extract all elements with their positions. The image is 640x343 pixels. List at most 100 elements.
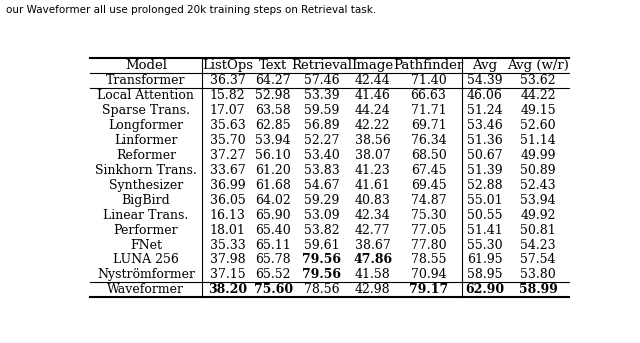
Text: 69.71: 69.71 [411, 119, 446, 132]
Text: 54.23: 54.23 [520, 239, 556, 251]
Text: 42.22: 42.22 [355, 119, 390, 132]
Text: 79.56: 79.56 [302, 253, 341, 267]
Text: Pathfinder: Pathfinder [394, 59, 463, 72]
Text: 65.52: 65.52 [255, 269, 291, 282]
Text: 62.90: 62.90 [465, 283, 504, 296]
Text: BigBird: BigBird [122, 194, 170, 207]
Text: Sparse Trans.: Sparse Trans. [102, 104, 190, 117]
Text: 62.85: 62.85 [255, 119, 291, 132]
Text: 52.27: 52.27 [304, 134, 339, 147]
Text: Reformer: Reformer [116, 149, 176, 162]
Text: 35.33: 35.33 [209, 239, 245, 251]
Text: 44.24: 44.24 [355, 104, 390, 117]
Text: 53.80: 53.80 [520, 269, 556, 282]
Text: ListOps: ListOps [202, 59, 253, 72]
Text: Text: Text [259, 59, 287, 72]
Text: 75.30: 75.30 [411, 209, 446, 222]
Text: 50.81: 50.81 [520, 224, 556, 237]
Text: 77.80: 77.80 [411, 239, 446, 251]
Text: 57.46: 57.46 [304, 74, 339, 87]
Text: LUNA 256: LUNA 256 [113, 253, 179, 267]
Text: 53.40: 53.40 [304, 149, 339, 162]
Text: 75.60: 75.60 [253, 283, 292, 296]
Text: 78.56: 78.56 [304, 283, 339, 296]
Text: 38.07: 38.07 [355, 149, 390, 162]
Text: 69.45: 69.45 [411, 179, 446, 192]
Text: our Waveformer all use prolonged 20k training steps on Retrieval task.: our Waveformer all use prolonged 20k tra… [6, 5, 377, 15]
Text: 35.63: 35.63 [209, 119, 245, 132]
Text: 67.45: 67.45 [411, 164, 446, 177]
Text: 36.99: 36.99 [209, 179, 245, 192]
Text: 65.11: 65.11 [255, 239, 291, 251]
Text: 52.60: 52.60 [520, 119, 556, 132]
Text: 40.83: 40.83 [355, 194, 390, 207]
Text: 71.71: 71.71 [411, 104, 446, 117]
Text: 51.41: 51.41 [467, 224, 502, 237]
Text: 59.29: 59.29 [304, 194, 339, 207]
Text: Synthesizer: Synthesizer [109, 179, 183, 192]
Text: 36.37: 36.37 [209, 74, 245, 87]
Text: 57.54: 57.54 [520, 253, 556, 267]
Text: 49.15: 49.15 [520, 104, 556, 117]
Text: 50.67: 50.67 [467, 149, 502, 162]
Text: Sinkhorn Trans.: Sinkhorn Trans. [95, 164, 197, 177]
Text: 65.78: 65.78 [255, 253, 291, 267]
Text: 18.01: 18.01 [209, 224, 245, 237]
Text: 47.86: 47.86 [353, 253, 392, 267]
Text: 52.98: 52.98 [255, 89, 291, 102]
Text: 63.58: 63.58 [255, 104, 291, 117]
Text: Model: Model [125, 59, 167, 72]
Text: 54.39: 54.39 [467, 74, 502, 87]
Text: 56.10: 56.10 [255, 149, 291, 162]
Text: 15.82: 15.82 [209, 89, 245, 102]
Text: 41.23: 41.23 [355, 164, 390, 177]
Text: Image: Image [351, 59, 394, 72]
Text: 42.98: 42.98 [355, 283, 390, 296]
Text: 71.40: 71.40 [411, 74, 447, 87]
Text: 61.95: 61.95 [467, 253, 502, 267]
Text: 58.99: 58.99 [518, 283, 557, 296]
Text: 64.27: 64.27 [255, 74, 291, 87]
Text: Linear Trans.: Linear Trans. [103, 209, 189, 222]
Text: 54.67: 54.67 [304, 179, 339, 192]
Text: 64.02: 64.02 [255, 194, 291, 207]
Text: 37.27: 37.27 [210, 149, 245, 162]
Text: 52.88: 52.88 [467, 179, 502, 192]
Text: Linformer: Linformer [114, 134, 178, 147]
Text: 17.07: 17.07 [209, 104, 245, 117]
Text: 55.30: 55.30 [467, 239, 502, 251]
Text: 53.39: 53.39 [304, 89, 339, 102]
Text: 50.55: 50.55 [467, 209, 502, 222]
Text: 53.46: 53.46 [467, 119, 502, 132]
Text: 38.56: 38.56 [355, 134, 390, 147]
Text: FNet: FNet [130, 239, 162, 251]
Text: 42.77: 42.77 [355, 224, 390, 237]
Text: 61.20: 61.20 [255, 164, 291, 177]
Text: 65.90: 65.90 [255, 209, 291, 222]
Text: 49.99: 49.99 [520, 149, 556, 162]
Text: 49.92: 49.92 [520, 209, 556, 222]
Text: Retrieval: Retrieval [291, 59, 352, 72]
Text: 66.63: 66.63 [411, 89, 447, 102]
Text: 68.50: 68.50 [411, 149, 447, 162]
Text: Longformer: Longformer [108, 119, 184, 132]
Text: 37.98: 37.98 [209, 253, 245, 267]
Text: 38.20: 38.20 [208, 283, 247, 296]
Text: 41.58: 41.58 [355, 269, 390, 282]
Text: 65.40: 65.40 [255, 224, 291, 237]
Text: 79.56: 79.56 [302, 269, 341, 282]
Text: 44.22: 44.22 [520, 89, 556, 102]
Text: 53.94: 53.94 [255, 134, 291, 147]
Text: 78.55: 78.55 [411, 253, 446, 267]
Text: 53.62: 53.62 [520, 74, 556, 87]
Text: 53.82: 53.82 [304, 224, 339, 237]
Text: Transformer: Transformer [106, 74, 186, 87]
Text: 51.39: 51.39 [467, 164, 502, 177]
Text: 41.61: 41.61 [355, 179, 390, 192]
Text: 53.94: 53.94 [520, 194, 556, 207]
Text: 46.06: 46.06 [467, 89, 502, 102]
Text: 79.17: 79.17 [409, 283, 448, 296]
Text: 61.68: 61.68 [255, 179, 291, 192]
Text: 36.05: 36.05 [209, 194, 245, 207]
Text: 51.14: 51.14 [520, 134, 556, 147]
